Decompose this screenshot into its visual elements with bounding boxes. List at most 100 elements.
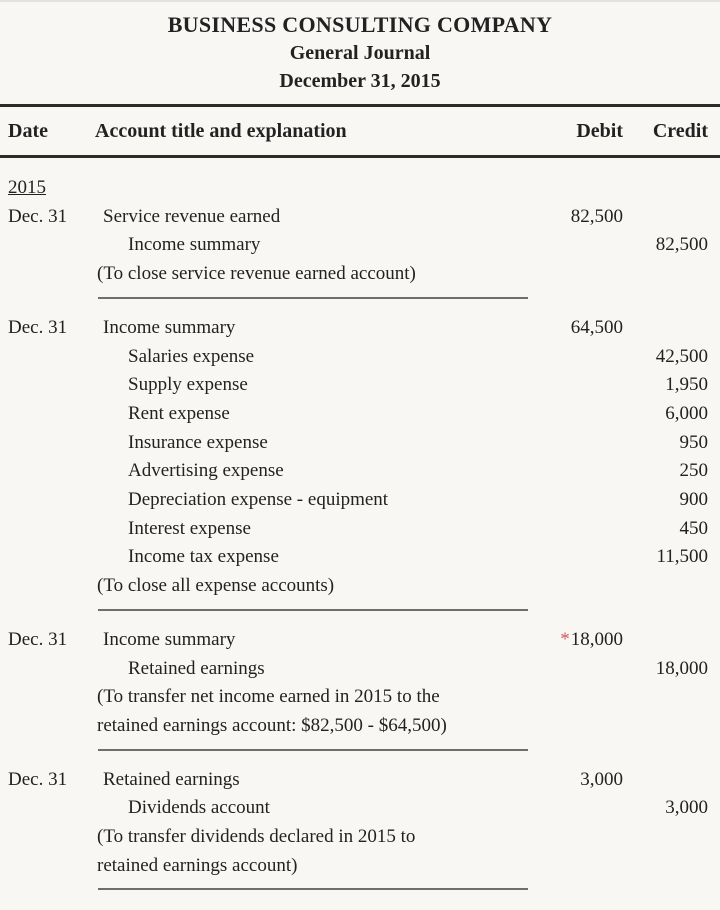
account-title: Interest expense xyxy=(128,517,251,539)
debit-amount xyxy=(543,823,623,852)
entry-explanation-row: (To transfer dividends declared in 2015 … xyxy=(0,823,720,852)
entry-explanation: (To transfer dividends declared in 2015 … xyxy=(97,826,416,848)
debit-amount xyxy=(543,486,623,515)
account-title: Income summary xyxy=(103,628,236,650)
debit-amount xyxy=(543,371,623,400)
credit-amount xyxy=(623,683,708,712)
entry-explanation: retained earnings account: $82,500 - $64… xyxy=(97,714,447,736)
journal-entry: Dec. 31 Retained earnings 3,000 Dividends a… xyxy=(0,766,720,891)
account-title: Dividends account xyxy=(128,797,270,819)
credit-amount: 950 xyxy=(679,431,709,453)
debit-amount: 82,500 xyxy=(570,205,623,227)
account-title: Insurance expense xyxy=(128,431,268,453)
entry-separator xyxy=(98,296,528,299)
credit-amount xyxy=(623,852,708,881)
entry-explanation: (To close all expense accounts) xyxy=(97,575,335,597)
debit-amount xyxy=(543,852,623,881)
credit-amount xyxy=(623,572,708,601)
column-header-account: Account title and explanation xyxy=(95,119,347,142)
credit-amount: 18,000 xyxy=(655,657,708,679)
journal-date: December 31, 2015 xyxy=(279,70,441,92)
entry-line-row: Interest expense 450 xyxy=(0,515,720,544)
debit-amount xyxy=(543,572,623,601)
debit-amount: 64,500 xyxy=(570,316,623,338)
debit-amount xyxy=(543,543,623,572)
entry-line-row: Retained earnings 18,000 xyxy=(0,655,720,684)
year-label: 2015 xyxy=(8,177,46,198)
entry-date xyxy=(8,655,95,684)
entry-separator xyxy=(98,608,528,611)
entry-line-row: Dec. 31 Income summary *18,000 xyxy=(0,626,720,655)
entry-explanation-row: (To close service revenue earned account… xyxy=(0,260,720,289)
entry-date xyxy=(8,429,95,458)
header-rule-bottom xyxy=(0,155,720,158)
entry-line-row: Supply expense 1,950 xyxy=(0,371,720,400)
entry-line-row: Income tax expense 11,500 xyxy=(0,543,720,572)
entry-explanation: (To close service revenue earned account… xyxy=(97,263,416,285)
entry-date-spacer xyxy=(8,852,95,881)
entry-date: Dec. 31 xyxy=(8,205,68,227)
entry-date xyxy=(8,400,95,429)
debit-amount xyxy=(543,457,623,486)
entry-date-spacer xyxy=(8,712,95,741)
credit-amount xyxy=(623,823,708,852)
entry-date-spacer xyxy=(8,572,95,601)
journal-entry: Dec. 31 Service revenue earned 82,500 Incom… xyxy=(0,203,720,299)
credit-amount xyxy=(623,626,708,655)
account-title: Income summary xyxy=(128,234,261,256)
account-title: Retained earnings xyxy=(103,768,240,790)
entry-line-row: Income summary 82,500 xyxy=(0,231,720,260)
debit-amount xyxy=(543,655,623,684)
credit-amount: 900 xyxy=(679,489,709,511)
account-title: Advertising expense xyxy=(128,460,284,482)
debit-amount xyxy=(543,515,623,544)
entry-line-row: Salaries expense 42,500 xyxy=(0,343,720,372)
entry-line-row: Dec. 31 Income summary 64,500 xyxy=(0,314,720,343)
entry-date: Dec. 31 xyxy=(8,628,68,650)
credit-amount xyxy=(623,203,708,232)
entry-line-row: Dec. 31 Service revenue earned 82,500 xyxy=(0,203,720,232)
credit-amount: 1,950 xyxy=(665,374,708,396)
entry-date-spacer xyxy=(8,260,95,289)
entry-date xyxy=(8,486,95,515)
net-income-asterisk: * xyxy=(560,628,570,650)
column-header-row: Date Account title and explanation Debit… xyxy=(0,107,720,155)
entry-explanation-row: retained earnings account: $82,500 - $64… xyxy=(0,712,720,741)
credit-amount xyxy=(623,712,708,741)
entry-separator xyxy=(98,748,528,751)
credit-amount: 82,500 xyxy=(655,234,708,256)
entry-line-row: Dividends account 3,000 xyxy=(0,794,720,823)
debit-amount: 3,000 xyxy=(580,768,623,790)
account-title: Income tax expense xyxy=(128,546,279,568)
column-header-date: Date xyxy=(8,119,48,142)
journal-entry: Dec. 31 Income summary 64,500 Salaries expe… xyxy=(0,314,720,611)
journal-body: 2015 Dec. 31 Service revenue earned 82,500… xyxy=(0,158,720,891)
entry-date xyxy=(8,515,95,544)
entry-date-spacer xyxy=(8,823,95,852)
entry-line-row: Rent expense 6,000 xyxy=(0,400,720,429)
header-rule-top xyxy=(0,104,720,107)
entry-date xyxy=(8,371,95,400)
entry-explanation-row: (To transfer net income earned in 2015 t… xyxy=(0,683,720,712)
column-header-credit: Credit xyxy=(652,119,708,142)
debit-amount xyxy=(543,231,623,260)
entry-separator xyxy=(98,888,528,891)
credit-amount: 11,500 xyxy=(656,546,708,568)
debit-amount xyxy=(543,429,623,458)
entry-date: Dec. 31 xyxy=(8,316,68,338)
credit-amount xyxy=(623,766,708,795)
credit-amount: 450 xyxy=(679,517,709,539)
entry-explanation: retained earnings account) xyxy=(97,854,298,876)
credit-amount: 6,000 xyxy=(665,402,708,424)
credit-amount xyxy=(623,260,708,289)
credit-amount: 250 xyxy=(679,460,709,482)
debit-amount xyxy=(543,343,623,372)
entry-explanation-row: retained earnings account) xyxy=(0,852,720,881)
debit-amount xyxy=(543,260,623,289)
entry-explanation-row: (To close all expense accounts) xyxy=(0,572,720,601)
entry-date xyxy=(8,231,95,260)
company-name: BUSINESS CONSULTING COMPANY xyxy=(167,12,553,37)
entry-line-row: Dec. 31 Retained earnings 3,000 xyxy=(0,766,720,795)
account-title: Service revenue earned xyxy=(103,205,281,227)
credit-amount xyxy=(623,314,708,343)
